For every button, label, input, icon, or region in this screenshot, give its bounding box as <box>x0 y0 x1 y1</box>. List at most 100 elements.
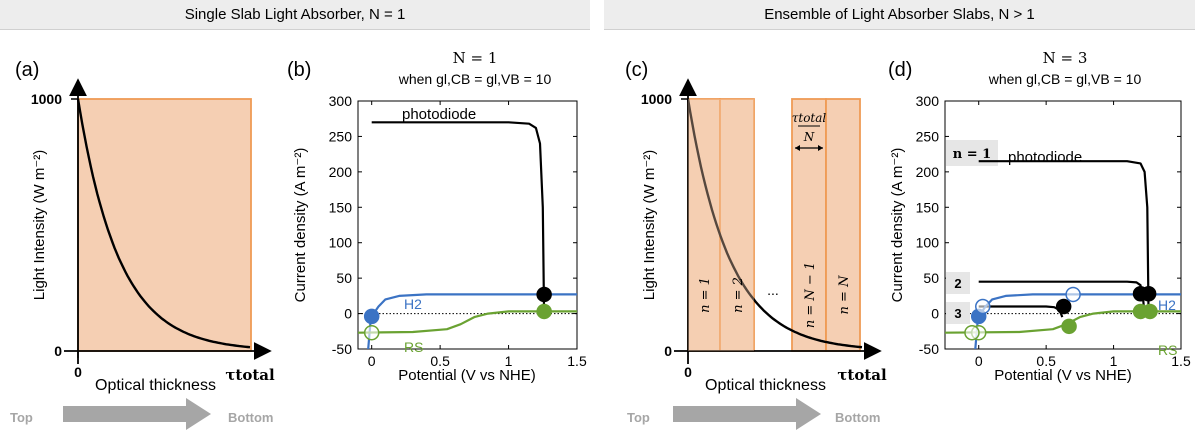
width-label-bottom: N <box>803 130 815 144</box>
h2-label-d: H2 <box>1158 297 1176 313</box>
y-tick-label-1000: 1000 <box>31 91 62 107</box>
panel-d-title-2: when gl,CB = gl,VB = 10 <box>988 71 1142 87</box>
b-marker-1 <box>363 324 380 341</box>
panel-c: (c) 1000 0 0 τtotal Optical thickness Li… <box>625 59 887 430</box>
b-marker-3 <box>536 303 552 320</box>
slab-label-nN: n = N <box>837 275 852 315</box>
d-marker-8 <box>1065 286 1081 303</box>
header-single-slab-text: Single Slab Light Absorber, N = 1 <box>184 6 406 23</box>
width-label-top: τtotal <box>792 111 827 125</box>
h2-label-b: H2 <box>404 296 422 312</box>
panel-d: (d) N = 3 when gl,CB = gl,VB = 10 -50 0 50… <box>888 49 1191 384</box>
tag-n3: 3 <box>954 306 961 321</box>
arrow-end-label: Bottom <box>228 410 274 425</box>
b-series-H2 <box>367 293 577 349</box>
d-ytick-label-100: 100 <box>916 235 940 251</box>
slab-n1 <box>687 98 721 352</box>
d-ytick-label-250: 250 <box>916 128 940 144</box>
tag-n2-bg <box>946 272 970 294</box>
rs-label-d: RS <box>1158 342 1177 358</box>
x-tick-label-0: 0 <box>74 364 82 380</box>
d-xtick-label-1.5: 1.5 <box>1171 353 1191 369</box>
depth-arrow-c <box>673 398 821 430</box>
b-ytick-label-250: 250 <box>329 128 353 144</box>
b-xtick-label-0.5: 0.5 <box>430 353 450 369</box>
slab-rect <box>77 98 252 352</box>
b-marker-2 <box>536 286 552 303</box>
tag-n1: n = 1 <box>953 147 991 162</box>
d-ytick-label-0: 0 <box>931 306 939 322</box>
d-xtick-label-0.5: 0.5 <box>1036 353 1056 369</box>
d-ytick-label--50: -50 <box>919 341 939 357</box>
d-marker-2 <box>964 324 980 341</box>
tag-n3-bg <box>946 302 970 324</box>
top-bottom-arrow-c: Top Bottom <box>627 398 881 430</box>
panel-d-label: (d) <box>888 59 912 81</box>
d-ytick-label-150: 150 <box>916 199 940 215</box>
d-xtick-label-1: 1 <box>1110 353 1118 369</box>
photodiode-label-d: photodiode <box>1008 149 1082 166</box>
b-ytick-label-150: 150 <box>329 199 353 215</box>
x-axis-label-b: Potential (V vs NHE) <box>398 367 536 384</box>
d-marker-10 <box>1142 303 1158 320</box>
header-ensemble-slabs: Ensemble of Light Absorber Slabs, N > 1 <box>604 0 1195 30</box>
b-ytick-label--50: -50 <box>332 341 352 357</box>
tag-n2: 2 <box>954 276 961 291</box>
y-tick-label-0-c: 0 <box>664 343 672 359</box>
header-ensemble-slabs-text: Ensemble of Light Absorber Slabs, N > 1 <box>764 6 1035 23</box>
b-ytick-label-100: 100 <box>329 235 353 251</box>
plot-frame-d <box>944 100 1182 350</box>
axes-b: -50 0 50 100 150 200 250 300 0 0.5 1 1.5 <box>329 93 587 369</box>
slab-n2 <box>719 98 755 352</box>
x-tick-label-tau-total-c: τtotal <box>837 366 887 384</box>
plot-area-d <box>945 160 1181 349</box>
x-tick-label-tau-total: τtotal <box>225 366 275 384</box>
b-xtick-label-0: 0 <box>368 353 376 369</box>
d-series-H2 <box>974 293 1181 349</box>
plot-area-b <box>358 121 577 349</box>
b-ytick-label-200: 200 <box>329 164 353 180</box>
b-xtick-label-1.5: 1.5 <box>567 353 587 369</box>
panel-b-title-2: when gl,CB = gl,VB = 10 <box>398 71 552 87</box>
d-marker-3 <box>975 298 991 315</box>
arrow-end-label-c: Bottom <box>835 410 881 425</box>
top-bottom-arrow: Top Bottom <box>10 398 274 430</box>
plot-frame-b <box>357 100 578 350</box>
panel-b-title-1: N = 1 <box>453 49 498 67</box>
b-marker-0 <box>363 308 380 325</box>
arrow-start-label: Top <box>10 410 33 425</box>
x-axis-label-d: Potential (V vs NHE) <box>994 367 1132 384</box>
panel-b: (b) N = 1 when gl,CB = gl,VB = 10 -50 0 50… <box>287 49 587 384</box>
depth-arrow <box>63 398 211 430</box>
ellipsis: ... <box>767 282 779 298</box>
panel-a: (a) 1000 0 0 τtotal Optical thickness Li… <box>10 59 275 430</box>
rs-label-b: RS <box>404 339 423 355</box>
slab-label-n2: n = 2 <box>731 277 746 313</box>
panel-b-label: (b) <box>287 59 311 81</box>
b-ytick-label-300: 300 <box>329 93 353 109</box>
d-series-photodiode-n-=-1 <box>978 160 1150 318</box>
d-marker-5 <box>1061 318 1077 335</box>
y-axis-label-b: Current density (A m⁻²) <box>292 148 309 303</box>
panel-a-label: (a) <box>15 59 39 81</box>
x-axis-label: Optical thickness <box>95 377 216 394</box>
slab-nN <box>825 98 861 352</box>
slab-label-n-minus-1: n = N − 1 <box>803 262 818 328</box>
b-series-RS <box>358 310 577 334</box>
d-ytick-label-200: 200 <box>916 164 940 180</box>
x-tick-label-0-c: 0 <box>684 364 692 380</box>
y-axis-label: Light Intensity (W m⁻²) <box>31 150 48 300</box>
y-axis-label-d: Current density (A m⁻²) <box>889 148 906 303</box>
axes-d: -50 0 50 100 150 200 250 300 0 0.5 1 1.5 <box>916 93 1191 369</box>
slab-overlay <box>688 99 754 351</box>
arrow-start-label-c: Top <box>627 410 650 425</box>
d-series-photodiode-n-=-2 <box>978 280 1146 318</box>
d-marker-4 <box>1055 298 1072 315</box>
d-ytick-label-50: 50 <box>923 270 939 286</box>
panel-c-label: (c) <box>625 59 648 81</box>
x-axis-label-c: Optical thickness <box>705 377 826 394</box>
y-tick-label-0: 0 <box>54 343 62 359</box>
light-decay-curve <box>76 98 251 349</box>
y-tick-label-1000-c: 1000 <box>641 91 672 107</box>
